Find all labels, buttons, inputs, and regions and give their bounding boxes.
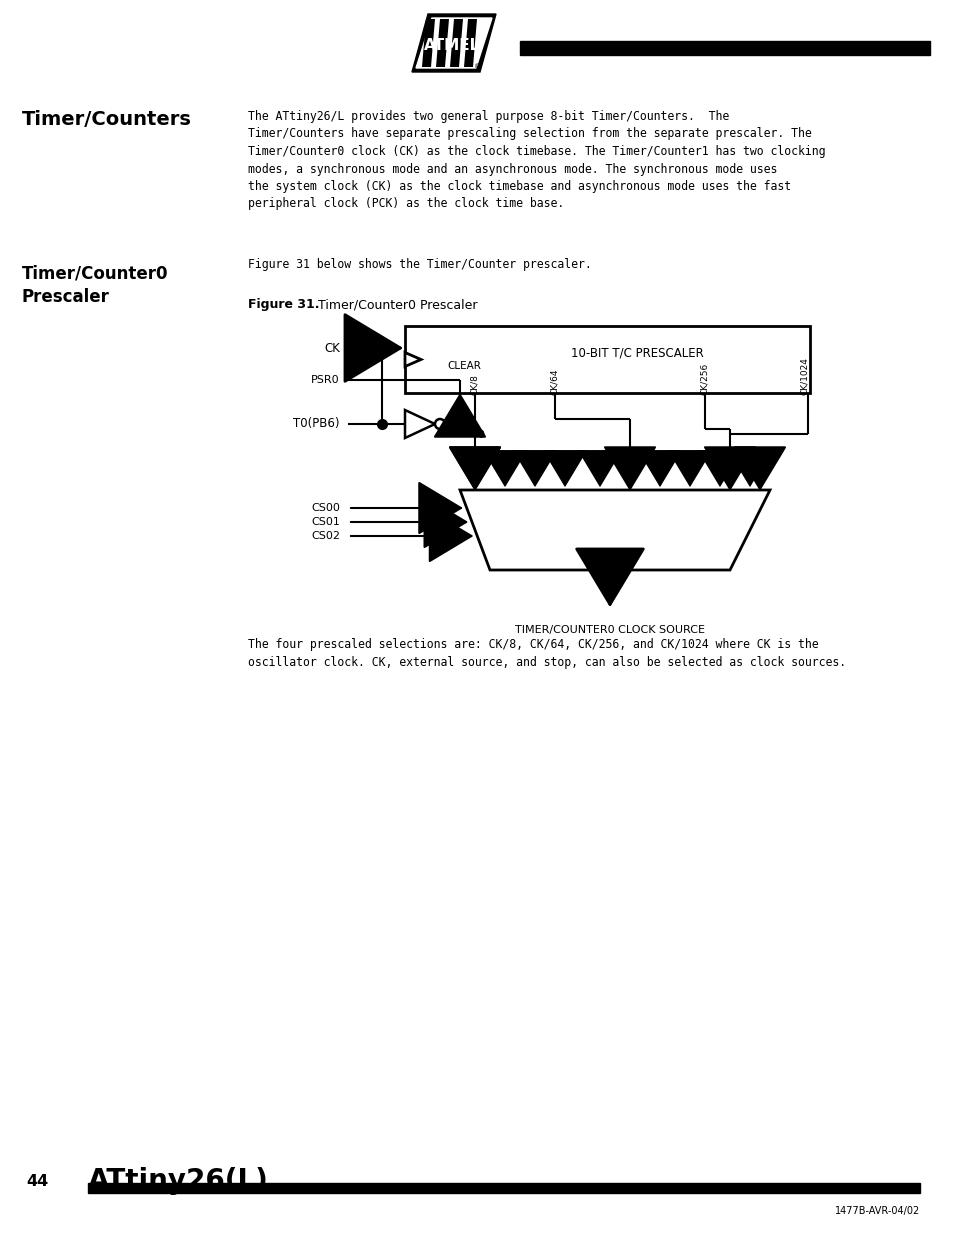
Text: Timer/Counter0 clock (CK) as the clock timebase. The Timer/Counter1 has two cloc: Timer/Counter0 clock (CK) as the clock t…: [248, 144, 824, 158]
Text: Figure 31 below shows the Timer/Counter prescaler.: Figure 31 below shows the Timer/Counter …: [248, 258, 591, 270]
Text: ATtiny26(L): ATtiny26(L): [88, 1167, 269, 1195]
Text: oscillator clock. CK, external source, and stop, can also be selected as clock s: oscillator clock. CK, external source, a…: [248, 656, 845, 669]
Text: The four prescaled selections are: CK/8, CK/64, CK/256, and CK/1024 where CK is : The four prescaled selections are: CK/8,…: [248, 638, 818, 651]
Polygon shape: [459, 490, 769, 571]
Text: CS02: CS02: [311, 531, 339, 541]
Text: peripheral clock (PCK) as the clock time base.: peripheral clock (PCK) as the clock time…: [248, 198, 563, 210]
Text: Prescaler: Prescaler: [22, 288, 110, 306]
Text: CK/8: CK/8: [470, 374, 479, 395]
Text: CS01: CS01: [311, 517, 339, 527]
Text: ®: ®: [474, 64, 481, 70]
Polygon shape: [412, 14, 496, 72]
Text: 44: 44: [26, 1173, 49, 1188]
Text: PSR0: PSR0: [311, 375, 339, 385]
Text: The ATtiny26/L provides two general purpose 8-bit Timer/Counters.  The: The ATtiny26/L provides two general purp…: [248, 110, 728, 124]
Text: CK: CK: [324, 342, 339, 354]
Polygon shape: [421, 19, 435, 67]
Text: ATMEL: ATMEL: [423, 37, 479, 53]
Text: 1477B-AVR-04/02: 1477B-AVR-04/02: [834, 1207, 919, 1216]
Text: 0: 0: [476, 430, 483, 440]
Text: Figure 31.: Figure 31.: [248, 298, 319, 311]
Polygon shape: [436, 19, 449, 67]
Text: Timer/Counter0: Timer/Counter0: [22, 266, 169, 283]
Polygon shape: [450, 19, 462, 67]
Text: CK/256: CK/256: [700, 363, 709, 395]
Text: Timer/Counter0 Prescaler: Timer/Counter0 Prescaler: [310, 298, 477, 311]
Text: CLEAR: CLEAR: [447, 361, 480, 370]
Bar: [88, 1183, 919, 1193]
Text: T0(PB6): T0(PB6): [294, 417, 339, 431]
Text: CK/64: CK/64: [550, 368, 558, 395]
Circle shape: [435, 419, 444, 429]
Polygon shape: [405, 410, 435, 438]
Text: modes, a synchronous mode and an asynchronous mode. The synchronous mode uses: modes, a synchronous mode and an asynchr…: [248, 163, 777, 175]
Polygon shape: [405, 352, 420, 367]
Text: TIMER/COUNTER0 CLOCK SOURCE: TIMER/COUNTER0 CLOCK SOURCE: [515, 625, 704, 635]
Bar: [519, 41, 929, 56]
Text: 10-BIT T/C PRESCALER: 10-BIT T/C PRESCALER: [571, 346, 703, 359]
Polygon shape: [416, 19, 492, 68]
Text: CS00: CS00: [311, 503, 339, 513]
Polygon shape: [463, 19, 476, 67]
Text: the system clock (CK) as the clock timebase and asynchronous mode uses the fast: the system clock (CK) as the clock timeb…: [248, 180, 790, 193]
Bar: [405, 326, 809, 393]
Text: Timer/Counters have separate prescaling selection from the separate prescaler. T: Timer/Counters have separate prescaling …: [248, 127, 811, 141]
Text: Timer/Counters: Timer/Counters: [22, 110, 192, 128]
Text: CK/1024: CK/1024: [800, 357, 809, 395]
